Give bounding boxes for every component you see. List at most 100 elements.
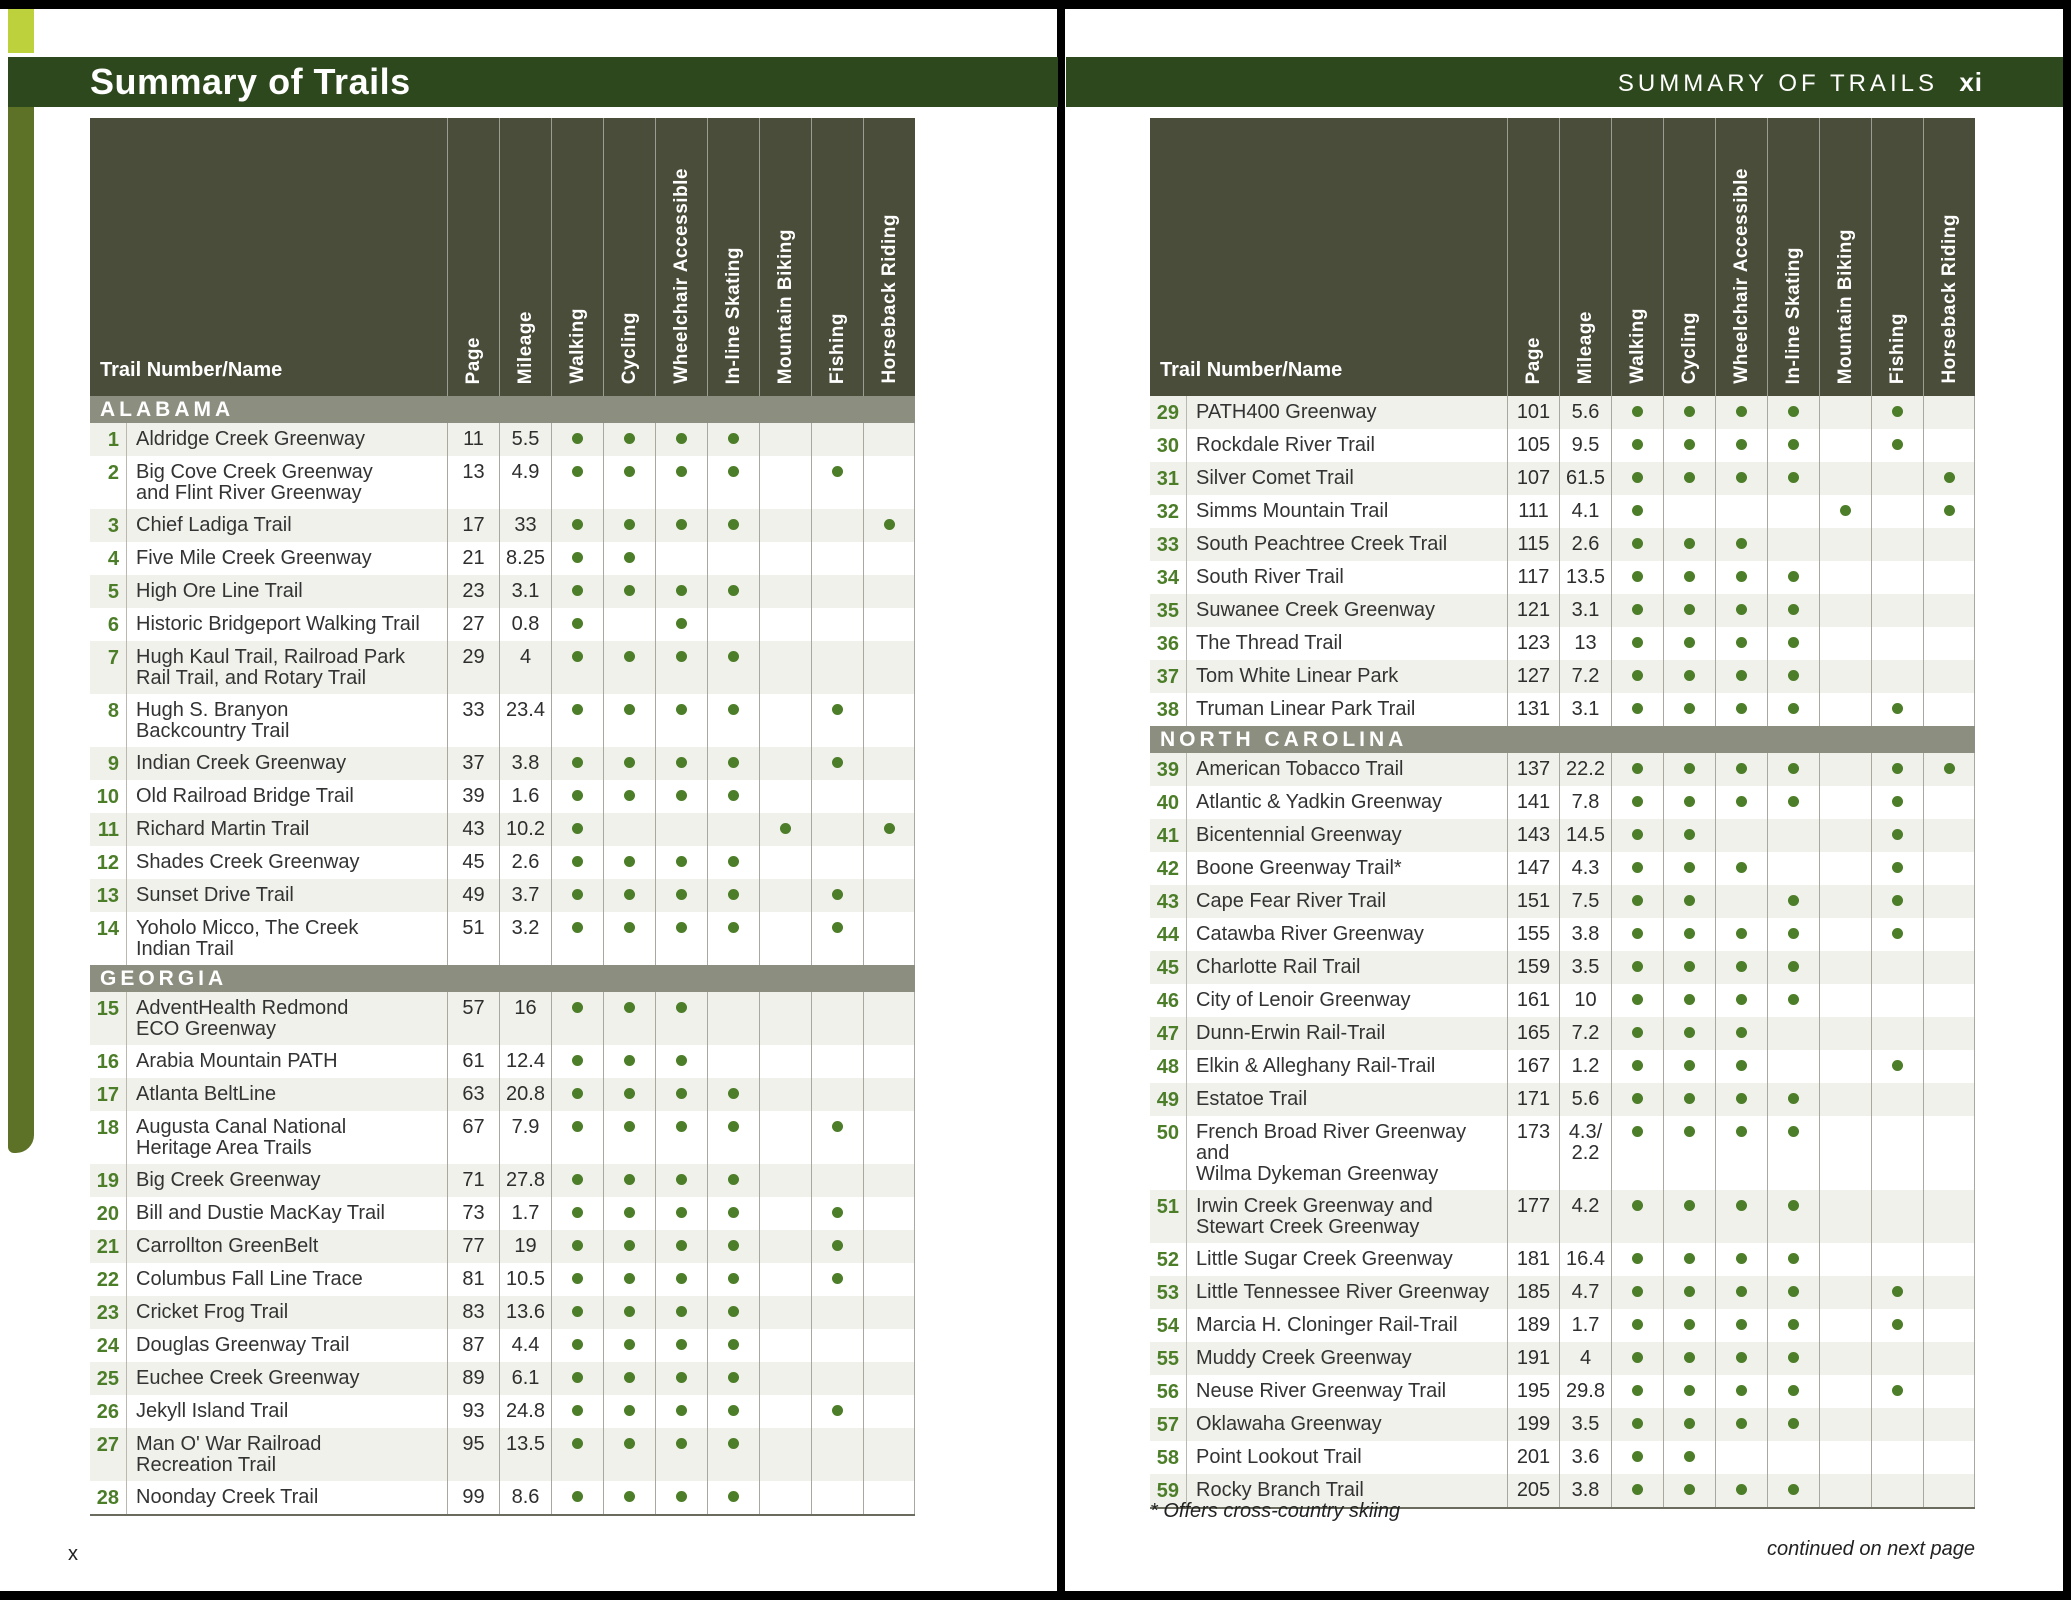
activity-dot xyxy=(624,856,635,867)
trail-name: South River Trail xyxy=(1196,566,1344,588)
activity-dot xyxy=(1632,1352,1643,1363)
activity-cell-walking xyxy=(1611,1190,1663,1243)
trail-number: 18 xyxy=(90,1111,127,1164)
trail-name-cell: 42 Boone Greenway Trail* xyxy=(1150,852,1507,885)
table-row: 51 Irwin Creek Greenway and Stewart Creek… xyxy=(1150,1190,1975,1243)
page-cell: 155 xyxy=(1507,918,1559,951)
table-row: 5 High Ore Line Trail 23 3.1 xyxy=(90,575,915,608)
activity-cell-cycling xyxy=(603,1164,655,1197)
activity-dot xyxy=(676,1240,687,1251)
activity-dot xyxy=(1632,763,1643,774)
trail-number: 34 xyxy=(1150,561,1187,594)
activity-dot xyxy=(676,704,687,715)
activity-cell-in-line-skating xyxy=(1767,528,1819,561)
activity-cell-horseback-riding xyxy=(863,1263,915,1296)
activity-cell-mountain-biking xyxy=(1819,495,1871,528)
table-row: 34 South River Trail 117 13.5 xyxy=(1150,561,1975,594)
activity-dot xyxy=(1892,406,1903,417)
activity-cell-horseback-riding xyxy=(1923,495,1975,528)
page-cell: 43 xyxy=(447,813,499,846)
activity-cell-mountain-biking xyxy=(1819,984,1871,1017)
rotated-label: Cycling xyxy=(1678,311,1700,384)
activity-cell-in-line-skating xyxy=(707,1078,759,1111)
activity-dot xyxy=(676,1207,687,1218)
activity-cell-mountain-biking xyxy=(1819,819,1871,852)
activity-dot xyxy=(676,618,687,629)
activity-cell-in-line-skating xyxy=(707,747,759,780)
page-cell: 95 xyxy=(447,1428,499,1481)
activity-cell-mountain-biking xyxy=(1819,594,1871,627)
activity-cell-in-line-skating xyxy=(1767,396,1819,429)
trail-name-cell: 18 Augusta Canal National Heritage Area T… xyxy=(90,1111,447,1164)
activity-dot xyxy=(1788,994,1799,1005)
activity-dot xyxy=(1736,703,1747,714)
activity-cell-horseback-riding xyxy=(863,456,915,509)
trail-name: Historic Bridgeport Walking Trail xyxy=(136,613,420,635)
mileage-cell: 4 xyxy=(499,641,551,694)
activity-cell-mountain-biking xyxy=(1819,693,1871,726)
activity-cell-in-line-skating xyxy=(707,542,759,575)
activity-cell-wheelchair-accessible xyxy=(1715,693,1767,726)
trail-name-cell: 9 Indian Creek Greenway xyxy=(90,747,447,780)
activity-dot xyxy=(572,1438,583,1449)
activity-dot xyxy=(728,1207,739,1218)
activity-cell-mountain-biking xyxy=(1819,852,1871,885)
mileage-cell: 1.6 xyxy=(499,780,551,813)
activity-cell-horseback-riding xyxy=(1923,951,1975,984)
activity-cell-cycling xyxy=(1663,786,1715,819)
trail-name: Sunset Drive Trail xyxy=(136,884,294,906)
trail-name: High Ore Line Trail xyxy=(136,580,303,602)
page-cell: 159 xyxy=(1507,951,1559,984)
trail-name-cell: 59 Rocky Branch Trail xyxy=(1150,1474,1507,1507)
activity-cell-wheelchair-accessible xyxy=(1715,594,1767,627)
activity-cell-cycling xyxy=(603,1197,655,1230)
activity-cell-wheelchair-accessible xyxy=(655,456,707,509)
trail-name-cell: 14 Yoholo Micco, The Creek Indian Trail xyxy=(90,912,447,965)
activity-cell-cycling xyxy=(1663,1474,1715,1507)
trail-name-cell: 52 Little Sugar Creek Greenway xyxy=(1150,1243,1507,1276)
activity-cell-walking xyxy=(1611,693,1663,726)
activity-dot xyxy=(1736,1093,1747,1104)
mileage-cell: 12.4 xyxy=(499,1045,551,1078)
activity-cell-in-line-skating xyxy=(707,694,759,747)
table-row: 38 Truman Linear Park Trail 131 3.1 xyxy=(1150,693,1975,726)
trail-name-cell: 15 AdventHealth Redmond ECO Greenway xyxy=(90,992,447,1045)
activity-dot xyxy=(883,823,895,834)
activity-cell-wheelchair-accessible xyxy=(655,1263,707,1296)
activity-dot xyxy=(1736,1286,1747,1297)
rotated-label: Walking xyxy=(566,308,588,384)
left-page-number: x xyxy=(68,1543,78,1565)
activity-dot xyxy=(572,1339,583,1350)
activity-dot xyxy=(572,889,583,900)
trail-name-cell: 45 Charlotte Rail Trail xyxy=(1150,951,1507,984)
activity-dot xyxy=(1632,1418,1643,1429)
activity-cell-wheelchair-accessible xyxy=(655,694,707,747)
page-cell: 123 xyxy=(1507,627,1559,660)
activity-cell-in-line-skating xyxy=(1767,594,1819,627)
trail-name: Richard Martin Trail xyxy=(136,818,310,840)
activity-cell-in-line-skating xyxy=(1767,1017,1819,1050)
table-row: 30 Rockdale River Trail 105 9.5 xyxy=(1150,429,1975,462)
activity-cell-in-line-skating xyxy=(707,1296,759,1329)
activity-cell-wheelchair-accessible xyxy=(655,1230,707,1263)
activity-cell-mountain-biking xyxy=(759,1078,811,1111)
activity-cell-fishing xyxy=(1871,495,1923,528)
activity-dot xyxy=(1684,862,1695,873)
page-cell: 45 xyxy=(447,846,499,879)
activity-cell-fishing xyxy=(811,846,863,879)
page-cell: 61 xyxy=(447,1045,499,1078)
mileage-cell: 33 xyxy=(499,509,551,542)
activity-dot xyxy=(1684,829,1695,840)
trail-number: 36 xyxy=(1150,627,1187,660)
activity-cell-fishing xyxy=(1871,429,1923,462)
column-header-fishing: Fishing xyxy=(1871,118,1923,396)
trail-number: 14 xyxy=(90,912,127,965)
activity-cell-cycling xyxy=(1663,1190,1715,1243)
activity-cell-walking xyxy=(551,1428,603,1481)
mileage-cell: 3.2 xyxy=(499,912,551,965)
activity-cell-wheelchair-accessible xyxy=(1715,885,1767,918)
activity-dot xyxy=(676,889,687,900)
activity-cell-cycling xyxy=(1663,1441,1715,1474)
activity-cell-wheelchair-accessible xyxy=(1715,918,1767,951)
top-border xyxy=(0,0,2071,9)
